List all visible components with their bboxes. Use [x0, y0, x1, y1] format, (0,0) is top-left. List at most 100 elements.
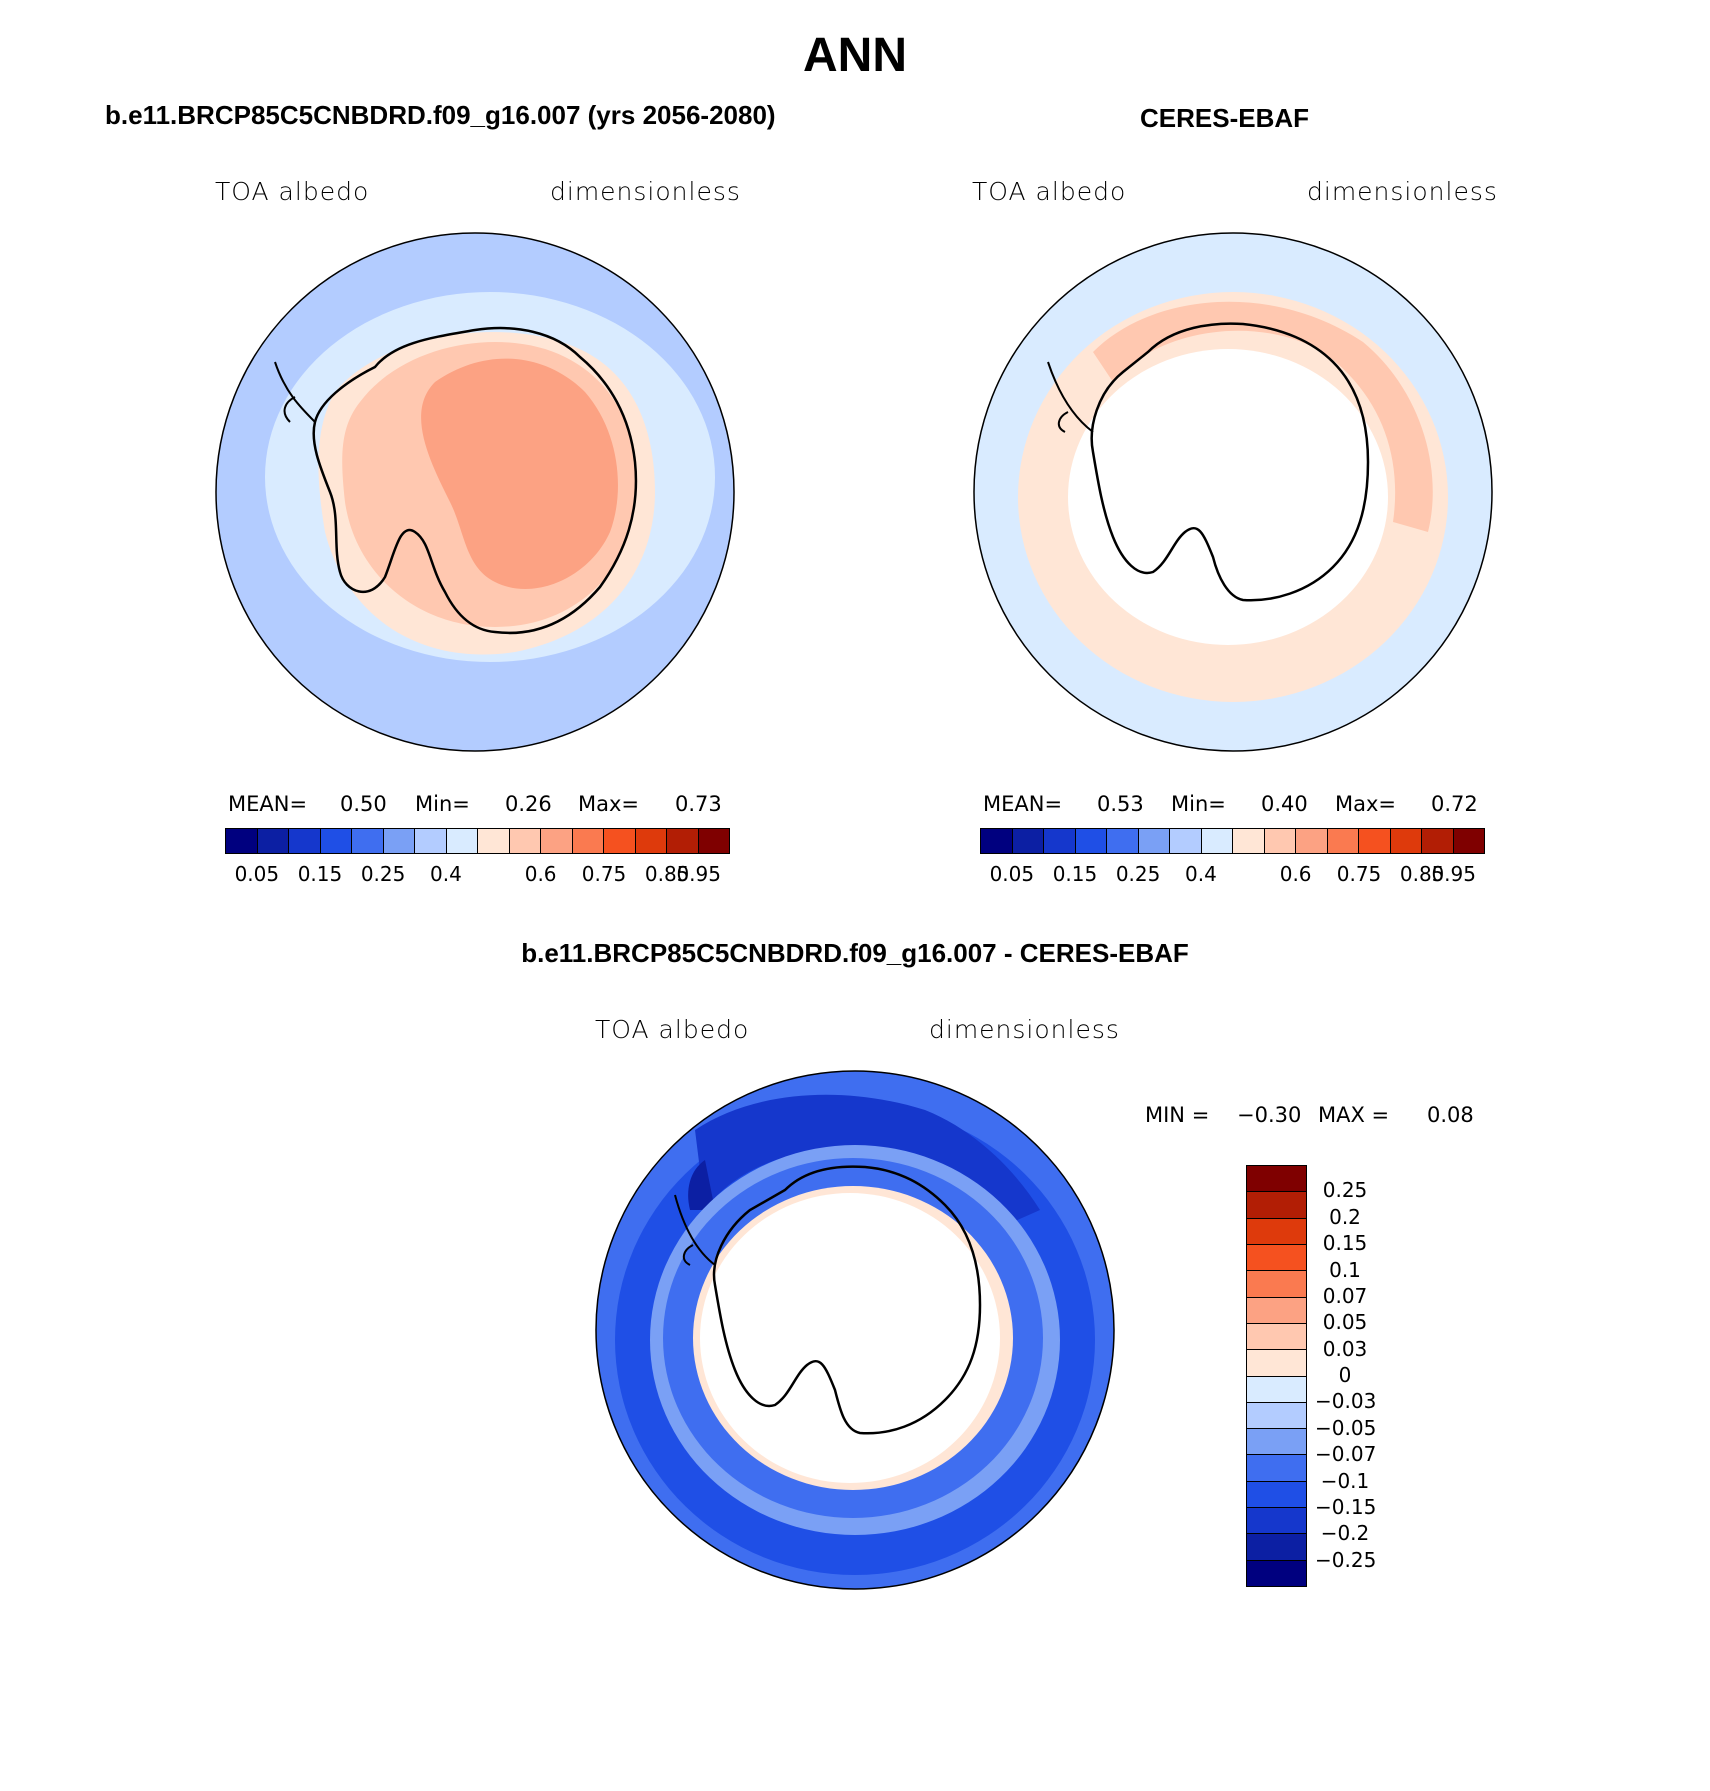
- colorbar-swatch: [1327, 829, 1359, 853]
- panel-2-max-value: 0.72: [1431, 792, 1478, 816]
- panel-2-colorbar-ticks: 0.05 0.15 0.25 0.4 0.6 0.75 0.85 0.95: [980, 862, 1485, 888]
- colorbar-swatch: [1247, 1534, 1306, 1561]
- colorbar-swatch: [1453, 829, 1484, 853]
- colorbar-tick-label: 0.05: [1322, 1310, 1368, 1335]
- colorbar-tick-label: 0.2: [1329, 1204, 1361, 1229]
- colorbar-swatch: [1247, 1323, 1306, 1351]
- colorbar-swatch: [1247, 1271, 1306, 1298]
- high-cloud-arc: [1093, 301, 1433, 532]
- panel-3-colorbar: [1246, 1165, 1307, 1587]
- colorbar-swatch: [1247, 1455, 1306, 1482]
- panel-1-min-label: Min=: [415, 792, 470, 816]
- missing-data-region: [1068, 349, 1388, 645]
- panel-2-mean-label: MEAN=: [983, 792, 1063, 816]
- antarctic-peninsula-outline: [274, 361, 316, 423]
- colorbar-tick-label: 0: [1338, 1363, 1352, 1387]
- colorbar-tick-label: −0.07: [1315, 1442, 1377, 1467]
- colorbar-tick-label: −0.1: [1320, 1468, 1370, 1493]
- map-boundary: [973, 232, 1493, 752]
- colorbar-swatch: [446, 829, 478, 853]
- colorbar-swatch: [1247, 1560, 1306, 1586]
- colorbar-tick-label: 0.85: [644, 862, 690, 886]
- colorbar-tick-label: −0.05: [1315, 1415, 1377, 1440]
- panel-3-max-label: MAX =: [1318, 1103, 1390, 1127]
- panel-2-units: dimensionless: [1307, 177, 1498, 206]
- colorbar-swatch: [478, 829, 510, 853]
- colorbar-swatch: [1247, 1508, 1306, 1535]
- colorbar-swatch: [1247, 1192, 1306, 1219]
- colorbar-swatch: [541, 829, 573, 853]
- colorbar-swatch: [981, 829, 1013, 853]
- panel-2-max-label: Max=: [1335, 792, 1397, 816]
- missing-data-region: [700, 1193, 1000, 1483]
- map-boundary: [215, 232, 735, 752]
- colorbar-swatch: [1138, 829, 1170, 853]
- colorbar-tick-label: 0.75: [1336, 862, 1382, 886]
- colorbar-swatch: [1247, 1218, 1306, 1245]
- colorbar-swatch: [698, 829, 729, 853]
- panel-2-polar-map: [973, 232, 1493, 752]
- colorbar-tick-label: 0.15: [1322, 1231, 1368, 1256]
- colorbar-swatch: [352, 829, 384, 853]
- map-boundary: [595, 1070, 1115, 1590]
- colorbar-tick-label: 0.05: [989, 862, 1035, 886]
- antarctica-coastline: [312, 326, 638, 635]
- panel-1-mean-value: 0.50: [340, 792, 387, 816]
- panel-1-max-value: 0.73: [675, 792, 722, 816]
- panel-1-title: b.e11.BRCP85C5CNBDRD.f09_g16.007 (yrs 20…: [105, 100, 776, 130]
- panel-1-max-label: Max=: [578, 792, 640, 816]
- colorbar-swatch: [289, 829, 321, 853]
- colorbar-swatch: [572, 829, 604, 853]
- panel-1-variable: TOA albedo: [215, 177, 370, 206]
- colorbar-swatch: [383, 829, 415, 853]
- colorbar-tick-label: 0.15: [297, 862, 343, 886]
- panel-2-mean-value: 0.53: [1097, 792, 1144, 816]
- panel-3-max-value: 0.08: [1427, 1103, 1474, 1127]
- colorbar-tick-label: 0.85: [1399, 862, 1445, 886]
- colorbar-swatch: [635, 829, 667, 853]
- colorbar-swatch: [509, 829, 541, 853]
- antarctic-peninsula-outline: [674, 1194, 716, 1266]
- colorbar-tick-label: 0.4: [430, 862, 462, 886]
- panel-2-variable: TOA albedo: [972, 177, 1127, 206]
- colorbar-swatch: [1422, 829, 1454, 853]
- colorbar-tick-label: 0.1: [1329, 1257, 1361, 1282]
- panel-3-difference-map: [595, 1070, 1115, 1590]
- colorbar-tick-label: 0.25: [1115, 862, 1161, 886]
- colorbar-tick-label: −0.15: [1315, 1494, 1377, 1519]
- colorbar-tick-label: 0.03: [1322, 1336, 1368, 1361]
- colorbar-tick-label: 0.95: [1431, 862, 1476, 886]
- colorbar-tick-label: 0.75: [581, 862, 627, 886]
- antarctica-coastline: [712, 1165, 982, 1435]
- colorbar-swatch: [604, 829, 636, 853]
- colorbar-tick-label: −0.25: [1315, 1547, 1377, 1572]
- panel-1-colorbar-ticks: 0.05 0.15 0.25 0.4 0.6 0.75 0.85 0.95: [225, 862, 730, 888]
- colorbar-swatch: [1264, 829, 1296, 853]
- colorbar-tick-label: 0.4: [1185, 862, 1217, 886]
- panel-1-colorbar: [225, 828, 730, 854]
- antarctica-coastline: [1090, 322, 1370, 602]
- panel-1-mean-label: MEAN=: [228, 792, 308, 816]
- colorbar-swatch: [1247, 1429, 1306, 1456]
- colorbar-swatch: [1247, 1402, 1306, 1430]
- colorbar-swatch: [415, 829, 447, 853]
- colorbar-swatch: [1296, 829, 1328, 853]
- panel-1-min-value: 0.26: [505, 792, 552, 816]
- colorbar-swatch: [1247, 1350, 1306, 1377]
- colorbar-tick-label: −0.03: [1315, 1389, 1377, 1414]
- colorbar-swatch: [1247, 1244, 1306, 1272]
- high-albedo-plateau: [421, 358, 618, 589]
- colorbar-tick-label: 0.25: [360, 862, 406, 886]
- colorbar-tick-label: 0.15: [1052, 862, 1098, 886]
- panel-1-polar-map: [215, 232, 735, 752]
- colorbar-swatch: [226, 829, 258, 853]
- colorbar-tick-label: −0.2: [1320, 1521, 1370, 1546]
- colorbar-swatch: [320, 829, 352, 853]
- colorbar-swatch: [1107, 829, 1139, 853]
- panel-2-title: CERES-EBAF: [1140, 103, 1310, 133]
- colorbar-swatch: [1247, 1166, 1306, 1193]
- colorbar-tick-label: 0.07: [1322, 1283, 1368, 1308]
- panel-2-min-value: 0.40: [1261, 792, 1308, 816]
- panel-2-min-label: Min=: [1171, 792, 1226, 816]
- colorbar-swatch: [1012, 829, 1044, 853]
